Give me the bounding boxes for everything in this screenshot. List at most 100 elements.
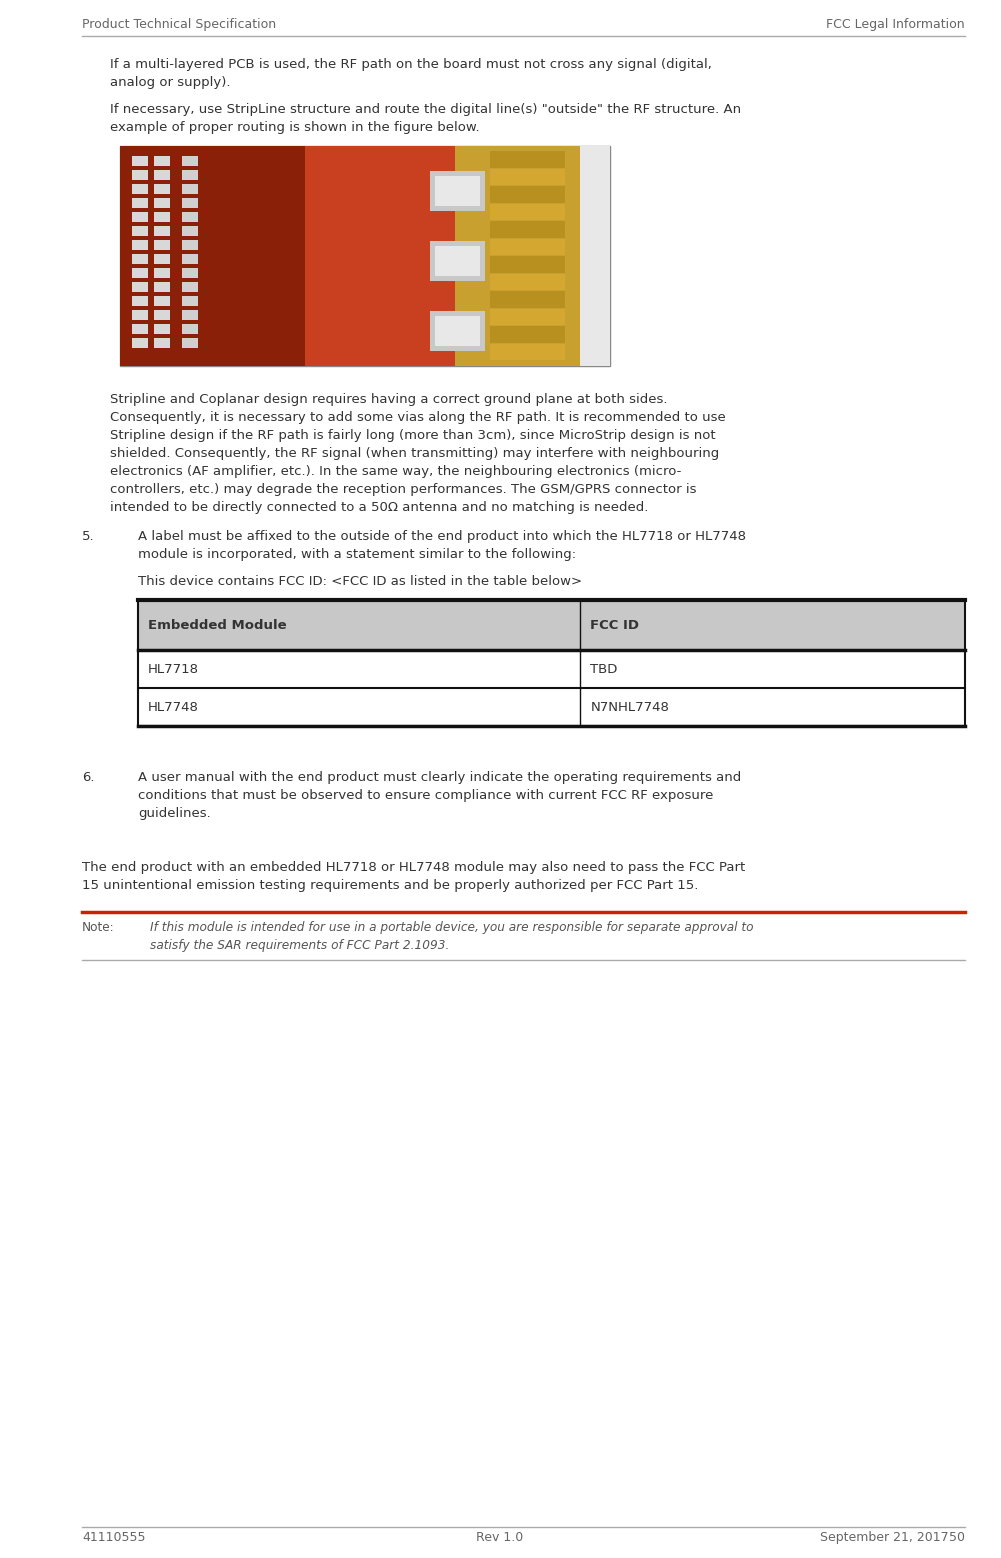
Text: module is incorporated, with a statement similar to the following:: module is incorporated, with a statement…	[138, 548, 577, 561]
Bar	[154, 338, 170, 347]
Text: A label must be affixed to the outside of the end product into which the HL7718 : A label must be affixed to the outside o…	[138, 530, 746, 544]
Bar	[132, 268, 148, 279]
Text: If a multi-layered PCB is used, the RF path on the board must not cross any sign: If a multi-layered PCB is used, the RF p…	[110, 58, 712, 72]
Text: The end product with an embedded HL7718 or HL7748 module may also need to pass t: The end product with an embedded HL7718 …	[82, 862, 746, 874]
Bar	[132, 338, 148, 347]
Bar	[490, 187, 565, 203]
Bar	[490, 274, 565, 290]
Bar	[182, 324, 198, 335]
Bar	[182, 170, 198, 181]
Bar	[154, 310, 170, 321]
Text: satisfy the SAR requirements of FCC Part 2.1093.: satisfy the SAR requirements of FCC Part…	[150, 938, 449, 952]
Bar	[182, 156, 198, 167]
Bar	[154, 170, 170, 181]
Text: example of proper routing is shown in the figure below.: example of proper routing is shown in th…	[110, 122, 479, 134]
Bar	[182, 254, 198, 265]
Bar	[430, 241, 485, 280]
Bar	[132, 296, 148, 307]
Bar	[154, 198, 170, 209]
Text: FCC Legal Information: FCC Legal Information	[827, 19, 965, 31]
Bar	[138, 689, 965, 726]
Text: FCC ID: FCC ID	[591, 619, 640, 631]
Bar	[435, 316, 480, 346]
Bar	[490, 344, 565, 360]
Bar	[132, 282, 148, 293]
Bar	[132, 310, 148, 321]
Bar	[154, 324, 170, 335]
Bar	[132, 324, 148, 335]
Bar	[120, 146, 610, 366]
Bar	[138, 600, 965, 650]
Bar	[490, 326, 565, 343]
Text: electronics (AF amplifier, etc.). In the same way, the neighbouring electronics : electronics (AF amplifier, etc.). In the…	[110, 466, 682, 478]
Bar	[490, 151, 565, 168]
Bar	[154, 296, 170, 307]
Text: Embedded Module: Embedded Module	[148, 619, 286, 631]
Text: Product Technical Specification: Product Technical Specification	[82, 19, 276, 31]
Text: conditions that must be observed to ensure compliance with current FCC RF exposu: conditions that must be observed to ensu…	[138, 790, 714, 802]
Bar	[154, 226, 170, 237]
Bar	[154, 156, 170, 167]
Text: If necessary, use StripLine structure and route the digital line(s) "outside" th: If necessary, use StripLine structure an…	[110, 103, 741, 115]
Bar	[490, 308, 565, 326]
Bar	[138, 650, 965, 689]
Text: Stripline and Coplanar design requires having a correct ground plane at both sid: Stripline and Coplanar design requires h…	[110, 393, 668, 407]
Bar	[182, 338, 198, 347]
Bar	[154, 268, 170, 279]
Text: HL7748: HL7748	[148, 701, 199, 714]
Bar	[490, 238, 565, 256]
Text: guidelines.: guidelines.	[138, 807, 211, 820]
Bar	[120, 146, 305, 366]
Bar	[435, 176, 480, 206]
Bar	[490, 221, 565, 238]
Text: TBD: TBD	[591, 662, 618, 676]
Bar	[154, 212, 170, 223]
Bar	[132, 212, 148, 223]
Bar	[435, 246, 480, 276]
Bar	[490, 291, 565, 307]
Bar	[154, 184, 170, 195]
Text: analog or supply).: analog or supply).	[110, 76, 230, 89]
Text: Consequently, it is necessary to add some vias along the RF path. It is recommen: Consequently, it is necessary to add som…	[110, 411, 726, 424]
Text: September 21, 2017: September 21, 2017	[820, 1532, 949, 1544]
Bar	[182, 198, 198, 209]
Text: A user manual with the end product must clearly indicate the operating requireme: A user manual with the end product must …	[138, 771, 742, 784]
Bar	[132, 170, 148, 181]
Bar	[182, 296, 198, 307]
Bar	[182, 310, 198, 321]
Bar	[182, 240, 198, 251]
Text: 41110555: 41110555	[82, 1532, 145, 1544]
Text: 6.: 6.	[82, 771, 94, 784]
Text: Note:: Note:	[82, 921, 115, 933]
Text: N7NHL7748: N7NHL7748	[591, 701, 670, 714]
Text: 15 unintentional emission testing requirements and be properly authorized per FC: 15 unintentional emission testing requir…	[82, 879, 699, 893]
Bar	[305, 146, 455, 366]
Bar	[580, 146, 610, 366]
Bar	[132, 240, 148, 251]
Bar	[132, 254, 148, 265]
Text: intended to be directly connected to a 50Ω antenna and no matching is needed.: intended to be directly connected to a 5…	[110, 502, 649, 514]
Bar	[182, 212, 198, 223]
Text: shielded. Consequently, the RF signal (when transmitting) may interfere with nei: shielded. Consequently, the RF signal (w…	[110, 447, 720, 460]
Text: 5.: 5.	[82, 530, 95, 544]
Bar	[490, 204, 565, 220]
Bar	[490, 168, 565, 185]
Bar	[138, 600, 965, 726]
Bar	[132, 156, 148, 167]
Bar	[132, 226, 148, 237]
Bar	[182, 268, 198, 279]
Text: This device contains FCC ID: <FCC ID as listed in the table below>: This device contains FCC ID: <FCC ID as …	[138, 575, 583, 587]
Text: 50: 50	[949, 1532, 965, 1544]
Bar	[132, 184, 148, 195]
Bar	[154, 240, 170, 251]
Bar	[182, 282, 198, 293]
Text: HL7718: HL7718	[148, 662, 199, 676]
Text: controllers, etc.) may degrade the reception performances. The GSM/GPRS connecto: controllers, etc.) may degrade the recep…	[110, 483, 697, 495]
Bar	[430, 171, 485, 212]
Bar	[154, 254, 170, 265]
Bar	[182, 226, 198, 237]
Bar	[430, 312, 485, 351]
Text: Rev 1.0: Rev 1.0	[476, 1532, 524, 1544]
Bar	[132, 198, 148, 209]
Text: Stripline design if the RF path is fairly long (more than 3cm), since MicroStrip: Stripline design if the RF path is fairl…	[110, 428, 716, 442]
